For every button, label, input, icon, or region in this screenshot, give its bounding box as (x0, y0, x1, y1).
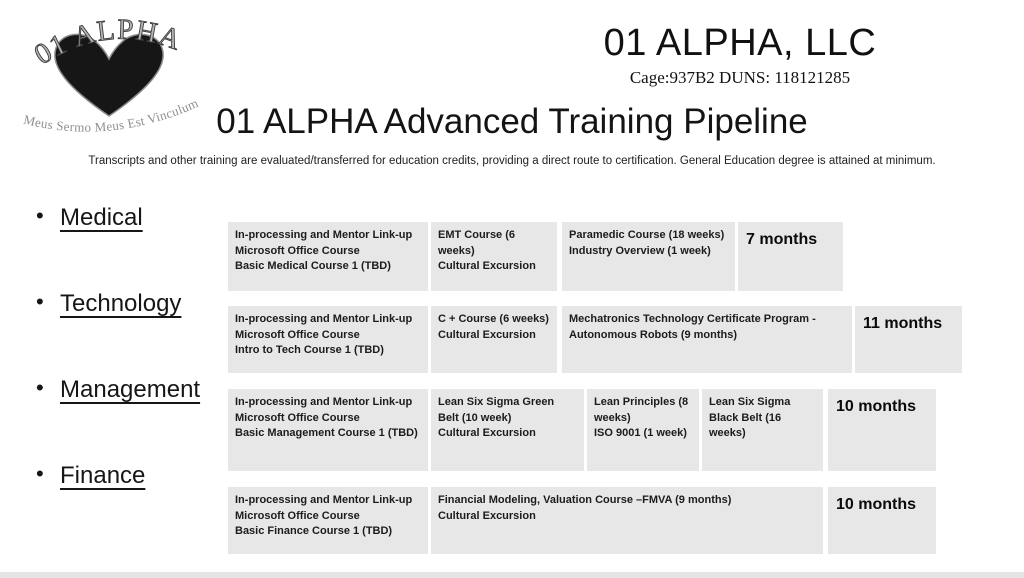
bullet-icon: • (36, 375, 44, 400)
course-cell: Lean Six Sigma Black Belt (16 weeks) (702, 389, 823, 471)
course-line: Cultural Excursion (438, 328, 536, 341)
course-line: In-processing and Mentor Link-up (235, 313, 413, 325)
course-line: Microsoft Office Course (235, 244, 360, 257)
course-line: Microsoft Office Course (235, 509, 360, 522)
company-logo: 01 ALPHA Meus Sermo Meus Est Vinculum (22, 13, 200, 134)
course-line: In-processing and Mentor Link-up (235, 396, 413, 408)
course-cell: Lean Principles (8 weeks) ISO 9001 (1 wee… (587, 389, 699, 471)
course-cell: In-processing and Mentor Link-up Microsof… (228, 487, 428, 554)
category-label: Finance (60, 462, 146, 489)
course-line: Basic Management Course 1 (TBD) (235, 427, 418, 439)
course-line: Lean Six Sigma Black Belt (16 weeks) (709, 396, 791, 439)
course-cell: In-processing and Mentor Link-up Microsof… (228, 306, 428, 373)
bottom-divider (0, 572, 1024, 578)
course-line: Intro to Tech Course 1 (TBD) (235, 344, 384, 356)
category-label: Technology (60, 290, 182, 317)
course-line: Mechatronics Technology Certificate Prog… (569, 313, 816, 341)
bullet-icon: • (36, 461, 44, 486)
subtitle: Transcripts and other training are evalu… (88, 155, 936, 167)
course-line: Basic Medical Course 1 (TBD) (235, 260, 391, 272)
course-cell: Paramedic Course (18 weeks) Industry Over… (562, 222, 735, 291)
course-cell: Financial Modeling, Valuation Course –FM… (431, 487, 823, 554)
pipeline-row-medical: In-processing and Mentor Link-up Microsof… (0, 222, 1024, 291)
course-line: EMT Course (6 weeks) (438, 229, 516, 257)
category-medical: • Medical (36, 203, 143, 232)
bullet-icon: • (36, 203, 44, 228)
page-title: 01 ALPHA Advanced Training Pipeline (216, 102, 808, 141)
duration-cell: 11 months (855, 306, 962, 373)
duration-cell: 10 months (828, 487, 936, 554)
duration-cell: 7 months (738, 222, 843, 291)
course-line: C + Course (6 weeks) (438, 313, 549, 325)
course-cell: C + Course (6 weeks) Cultural Excursion (431, 306, 557, 373)
course-line: Cultural Excursion (438, 509, 536, 522)
course-cell: Lean Six Sigma Green Belt (10 week) Cultu… (431, 389, 584, 471)
course-line: In-processing and Mentor Link-up (235, 494, 413, 506)
course-line: Cultural Excursion (438, 427, 536, 439)
course-line: Lean Principles (8 weeks) (594, 396, 689, 424)
heart-icon (54, 33, 164, 117)
course-line: Microsoft Office Course (235, 328, 360, 341)
course-line: Paramedic Course (18 weeks) (569, 229, 725, 241)
course-line: Cultural Excursion (438, 260, 536, 272)
pipeline-row-management: In-processing and Mentor Link-up Microsof… (0, 389, 1024, 471)
pipeline-row-finance: In-processing and Mentor Link-up Microsof… (0, 487, 1024, 554)
category-label: Management (60, 376, 201, 403)
course-line: Basic Finance Course 1 (TBD) (235, 525, 393, 537)
category-management: • Management (36, 375, 200, 404)
course-cell: Mechatronics Technology Certificate Prog… (562, 306, 852, 373)
course-line: Financial Modeling, Valuation Course –FM… (438, 494, 732, 506)
course-line: Microsoft Office Course (235, 411, 360, 424)
course-cell: EMT Course (6 weeks) Cultural Excursion (431, 222, 557, 291)
course-cell: In-processing and Mentor Link-up Microsof… (228, 222, 428, 291)
cage-duns-line: Cage:937B2 DUNS: 118121285 (629, 68, 851, 87)
course-line: Lean Six Sigma Green Belt (10 week) (438, 396, 555, 424)
category-technology: • Technology (36, 289, 181, 318)
duration-cell: 10 months (828, 389, 936, 471)
bullet-icon: • (36, 289, 44, 314)
course-line: In-processing and Mentor Link-up (235, 229, 413, 241)
category-finance: • Finance (36, 461, 145, 490)
company-name: 01 ALPHA, LLC (603, 22, 877, 64)
course-line: ISO 9001 (1 week) (594, 427, 687, 439)
category-label: Medical (60, 204, 143, 231)
course-line: Industry Overview (1 week) (569, 244, 711, 257)
pipeline-row-technology: In-processing and Mentor Link-up Microsof… (0, 306, 1024, 373)
course-cell: In-processing and Mentor Link-up Microsof… (228, 389, 428, 471)
